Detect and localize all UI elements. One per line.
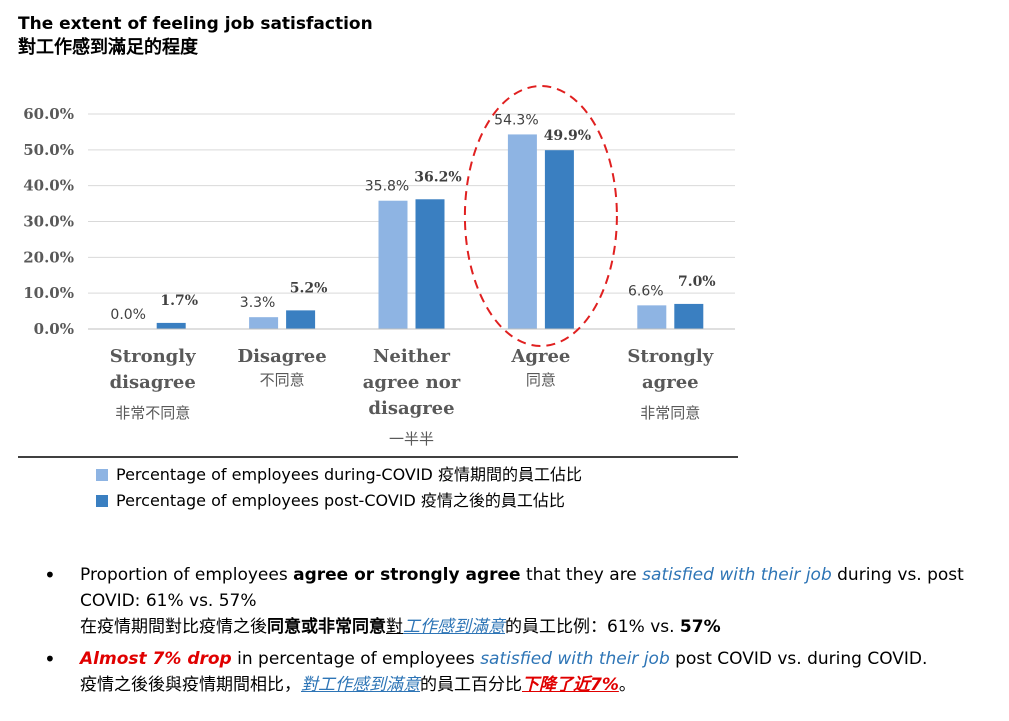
category-label: disagree bbox=[110, 372, 196, 393]
finding-text: 的員工百分比 bbox=[420, 675, 522, 695]
finding-text: 對 bbox=[386, 617, 403, 637]
category-label-zh: 同意 bbox=[526, 371, 556, 389]
finding-line2: 疫情之後後與疫情期間相比，對工作感到滿意的員工百分比下降了近7%。 bbox=[80, 672, 994, 698]
finding-text: 對工作感到滿意 bbox=[301, 675, 420, 695]
legend-swatch-during bbox=[96, 469, 108, 481]
bar-post bbox=[544, 150, 574, 329]
finding-line1: Almost 7% drop in percentage of employee… bbox=[80, 646, 994, 672]
category-label: agree bbox=[642, 372, 699, 393]
bar-post bbox=[415, 199, 445, 329]
category-label: Agree bbox=[510, 346, 570, 367]
category-label-zh: 一半半 bbox=[389, 430, 434, 448]
category-label: Disagree bbox=[237, 346, 326, 367]
finding-line1: Proportion of employees agree or strongl… bbox=[80, 562, 994, 614]
category-label: Strongly bbox=[627, 346, 713, 367]
finding-text: Proportion of employees bbox=[80, 565, 294, 585]
y-tick-label: 50.0% bbox=[23, 141, 74, 159]
category-label-zh: 不同意 bbox=[260, 371, 305, 389]
data-label: 1.7% bbox=[160, 293, 198, 309]
finding-text: 在疫情期間對比疫情之後 bbox=[80, 617, 267, 637]
finding-text: agree or strongly agree bbox=[293, 565, 521, 585]
finding-text: in percentage of employees bbox=[231, 649, 481, 669]
finding-line2: 在疫情期間對比疫情之後同意或非常同意對工作感到滿意的員工比例：61% vs. 5… bbox=[80, 614, 994, 640]
finding-text: 疫情之後後與疫情期間相比， bbox=[80, 675, 301, 695]
y-tick-label: 0.0% bbox=[34, 320, 74, 338]
finding-text: that they are bbox=[520, 565, 643, 585]
chart-title: The extent of feeling job satisfaction 對… bbox=[18, 12, 373, 60]
finding-item: • Almost 7% drop in percentage of employe… bbox=[44, 646, 994, 698]
y-tick-label: 20.0% bbox=[23, 248, 74, 266]
bar-during bbox=[249, 317, 279, 329]
finding-text: Almost 7% drop bbox=[80, 649, 232, 669]
findings-list: • Proportion of employees agree or strong… bbox=[44, 562, 994, 704]
y-tick-label: 60.0% bbox=[23, 105, 74, 123]
finding-text: during vs. post COVID: 61% vs. 57% bbox=[80, 565, 964, 611]
finding-text: 。 bbox=[618, 675, 636, 695]
y-tick-label: 30.0% bbox=[23, 213, 74, 231]
finding-text: satisfied with their job bbox=[642, 565, 832, 585]
data-label: 5.2% bbox=[290, 280, 328, 296]
finding-text: post COVID vs. during COVID. bbox=[669, 649, 928, 669]
category-label-zh: 非常同意 bbox=[640, 404, 700, 422]
bar-chart: 0.0% 10.0% 20.0% 30.0% 40.0% 50.0% 60.0% 0.0% 1.… bbox=[18, 85, 738, 458]
data-label: 54.3% bbox=[494, 112, 538, 128]
bar-post bbox=[286, 310, 316, 329]
finding-text: 工作感到滿意 bbox=[403, 617, 505, 637]
finding-text: 的員工比例：61% vs. bbox=[505, 617, 680, 637]
bar-during bbox=[378, 200, 408, 329]
title-zh: 對工作感到滿足的程度 bbox=[18, 37, 198, 58]
highlight-ellipse bbox=[463, 85, 618, 347]
bar-post bbox=[674, 303, 704, 329]
finding-text: satisfied with their job bbox=[480, 649, 670, 669]
finding-text: 下降了近7% bbox=[522, 675, 619, 695]
data-label: 36.2% bbox=[414, 169, 461, 185]
bar-during bbox=[637, 305, 667, 329]
legend-label-post: Percentage of employees post-COVID 疫情之後的… bbox=[116, 491, 565, 510]
data-label: 6.6% bbox=[628, 283, 664, 299]
category-label: disagree bbox=[368, 398, 454, 419]
legend-item-post: Percentage of employees post-COVID 疫情之後的… bbox=[96, 488, 582, 514]
finding-text: 57% bbox=[679, 617, 721, 637]
category-label-zh: 非常不同意 bbox=[115, 404, 190, 422]
legend-item-during: Percentage of employees during-COVID 疫情期… bbox=[96, 462, 582, 488]
bar-during bbox=[507, 134, 537, 329]
title-en: The extent of feeling job satisfaction bbox=[18, 14, 373, 34]
data-label: 7.0% bbox=[678, 274, 716, 290]
data-label: 35.8% bbox=[365, 179, 409, 195]
category-label: Strongly bbox=[110, 346, 196, 367]
legend-label-during: Percentage of employees during-COVID 疫情期… bbox=[116, 465, 582, 484]
legend-swatch-post bbox=[96, 495, 108, 507]
y-tick-label: 40.0% bbox=[23, 177, 74, 195]
finding-text: 同意或非常同意 bbox=[267, 617, 386, 637]
category-label: Neither bbox=[373, 346, 451, 367]
finding-item: • Proportion of employees agree or strong… bbox=[44, 562, 994, 640]
bullet-dot-icon: • bbox=[44, 563, 56, 587]
category-label: agree nor bbox=[363, 372, 461, 393]
legend: Percentage of employees during-COVID 疫情期… bbox=[96, 462, 582, 514]
bar-post bbox=[156, 322, 186, 329]
bullet-dot-icon: • bbox=[44, 647, 56, 671]
data-label: 3.3% bbox=[240, 295, 276, 311]
data-label: 49.9% bbox=[544, 128, 591, 144]
y-tick-label: 10.0% bbox=[23, 284, 74, 302]
data-label: 0.0% bbox=[110, 307, 146, 323]
